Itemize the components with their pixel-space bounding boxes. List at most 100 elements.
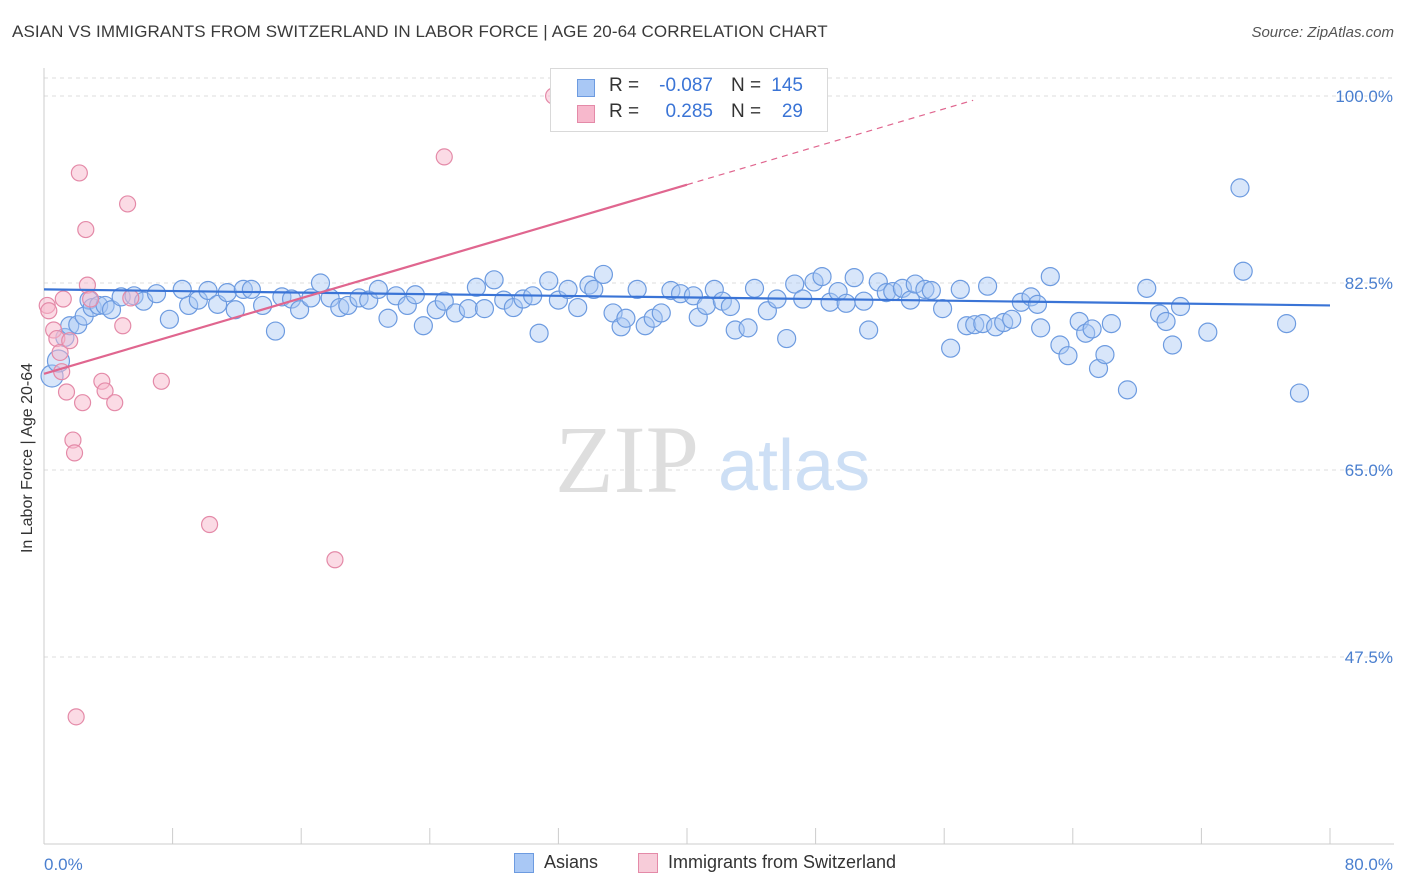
asian-point <box>932 299 953 319</box>
asian-point <box>241 279 261 300</box>
asian-point <box>616 308 636 328</box>
asian-point <box>1050 335 1070 355</box>
swiss-point <box>82 290 100 308</box>
asian-point <box>1150 304 1170 324</box>
swiss-point <box>67 708 85 726</box>
asian-point <box>1082 319 1102 339</box>
legend-n-label: N = <box>731 75 762 96</box>
swiss-point <box>61 332 79 350</box>
asian-point <box>101 300 122 320</box>
legend-n-value: 145 <box>771 75 803 96</box>
legend-label-swiss: Immigrants from Switzerland <box>668 852 897 872</box>
legend-swatch-pink <box>577 105 595 123</box>
asian-point <box>744 278 765 298</box>
swiss-point <box>122 289 140 307</box>
asian-point <box>957 316 977 336</box>
asian-point <box>359 290 379 310</box>
source-credit: Source: ZipAtlas.com <box>1251 24 1394 41</box>
gridlines <box>44 77 1394 658</box>
swiss-point <box>54 290 72 308</box>
asian-point <box>584 279 604 300</box>
watermark-atlas: atlas <box>718 426 870 506</box>
asian-point <box>1233 261 1253 281</box>
y-tick-label: 82.5% <box>1345 274 1393 293</box>
asian-point <box>915 279 935 300</box>
asian-point <box>1002 309 1022 329</box>
asian-point <box>413 316 433 336</box>
swiss-point <box>57 383 76 401</box>
swiss-point <box>96 382 114 400</box>
asian-point <box>1040 266 1060 287</box>
x-tick-label-min: 0.0% <box>44 855 83 874</box>
asian-point <box>978 276 998 296</box>
trend-lines <box>43 99 1331 375</box>
swiss-point <box>118 195 137 213</box>
asian-point <box>1095 344 1115 365</box>
asian-point <box>558 279 578 300</box>
asian-point <box>338 295 358 316</box>
asian-point <box>1230 178 1250 198</box>
legend-swatch-swiss <box>638 853 658 873</box>
asian-point <box>876 283 896 303</box>
asian-points <box>40 178 1310 403</box>
swiss-point <box>65 444 84 462</box>
asian-point <box>593 264 614 285</box>
legend-r-label: R = <box>609 75 640 96</box>
legend-n-value: 29 <box>781 101 803 122</box>
asian-point <box>1198 322 1218 342</box>
swiss-point <box>152 372 170 390</box>
swiss-point <box>200 515 219 534</box>
legend-r-value: 0.285 <box>665 101 713 122</box>
asian-point <box>696 295 716 316</box>
asian-trend-line <box>43 288 1331 307</box>
chart-title: ASIAN VS IMMIGRANTS FROM SWITZERLAND IN … <box>12 22 828 41</box>
swiss-point <box>106 394 124 412</box>
asian-point <box>965 315 985 335</box>
x-tick-label-max: 80.0% <box>1345 855 1393 874</box>
asian-point <box>445 303 466 323</box>
asian-point <box>179 295 199 316</box>
asian-point <box>159 309 179 329</box>
asian-point <box>683 286 704 306</box>
asian-point <box>950 279 970 300</box>
swiss-point <box>326 551 344 569</box>
asian-point <box>539 271 559 291</box>
asian-point <box>1276 314 1297 334</box>
asian-point <box>233 279 253 300</box>
asian-point <box>921 280 941 301</box>
swiss-point <box>73 394 92 412</box>
asian-point <box>844 268 864 288</box>
swiss-points <box>38 87 563 726</box>
legend-r-label: R = <box>609 101 640 122</box>
swiss-trend-line <box>43 183 688 375</box>
asian-point <box>868 272 888 292</box>
asian-point <box>738 318 758 338</box>
swiss-point <box>51 343 69 362</box>
asian-point <box>785 274 805 294</box>
axes <box>43 68 1394 845</box>
asian-point <box>474 299 495 319</box>
swiss-point <box>77 220 95 239</box>
stats-legend: R = -0.087 N = 145 R = 0.285 N = 29 <box>550 68 828 132</box>
legend-swatch-blue <box>577 79 595 97</box>
asian-point <box>777 328 797 349</box>
tick-labels: 47.5% 65.0% 82.5% 100.0% 0.0% 80.0% <box>44 87 1393 874</box>
legend-row-swiss: R = 0.285 N = 29 <box>551 101 827 127</box>
asian-point <box>651 303 671 323</box>
swiss-point <box>40 302 58 320</box>
asian-point <box>1170 296 1191 317</box>
asian-point <box>812 266 832 287</box>
swiss-trend-extension <box>686 99 974 186</box>
swiss-point <box>435 148 453 166</box>
asian-point <box>466 277 487 297</box>
asian-point <box>854 291 874 311</box>
asian-point <box>330 297 350 318</box>
asian-point <box>1289 383 1310 403</box>
asian-point <box>859 320 879 340</box>
asian-point <box>1027 294 1048 314</box>
asian-point <box>146 284 167 304</box>
swiss-point <box>114 317 132 335</box>
asian-point <box>627 279 647 300</box>
asian-point <box>225 300 245 320</box>
